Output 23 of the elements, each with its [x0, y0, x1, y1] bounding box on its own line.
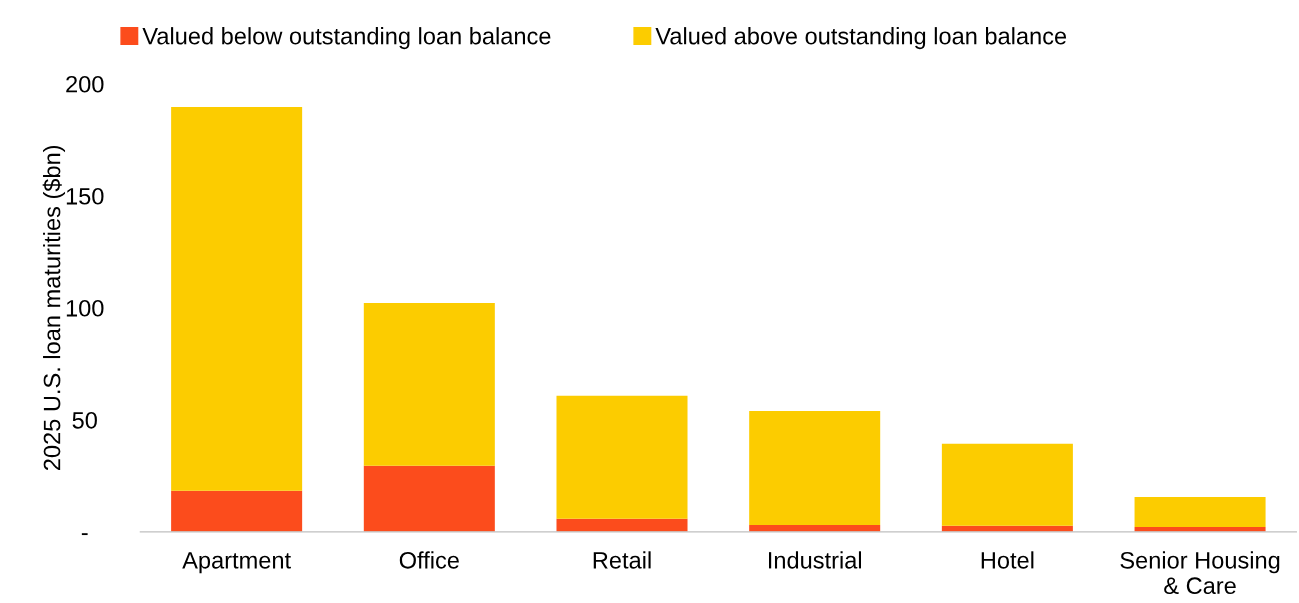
bar [363, 302, 495, 466]
bar [556, 518, 688, 532]
y-tick-label: 50 [72, 411, 97, 429]
x-tick-label: Apartment [182, 552, 291, 574]
y-axis-title: 2025 U.S. loan maturities ($bn) [42, 145, 66, 471]
x-tick-label: Hotel [981, 551, 1034, 569]
y-tick-label: - [81, 533, 88, 536]
x-tick-label: Office [399, 551, 459, 569]
bar [749, 410, 881, 525]
y-tick-label: 150 [66, 187, 104, 205]
bar [363, 465, 495, 532]
x-tick-label: Retail [593, 551, 651, 569]
bar [171, 490, 303, 532]
x-tick-label: Senior Housing & Care [1120, 551, 1280, 595]
y-tick-label: 100 [66, 299, 104, 317]
y-tick-label: 200 [66, 75, 104, 93]
x-tick-label: Industrial [768, 551, 862, 569]
legend-label: Valued above outstanding loan balance [655, 27, 1067, 50]
legend-label: Valued below outstanding loan balance [142, 27, 551, 50]
bar [171, 106, 303, 491]
bar [941, 443, 1073, 526]
bar [556, 395, 688, 519]
bar [1134, 496, 1266, 527]
